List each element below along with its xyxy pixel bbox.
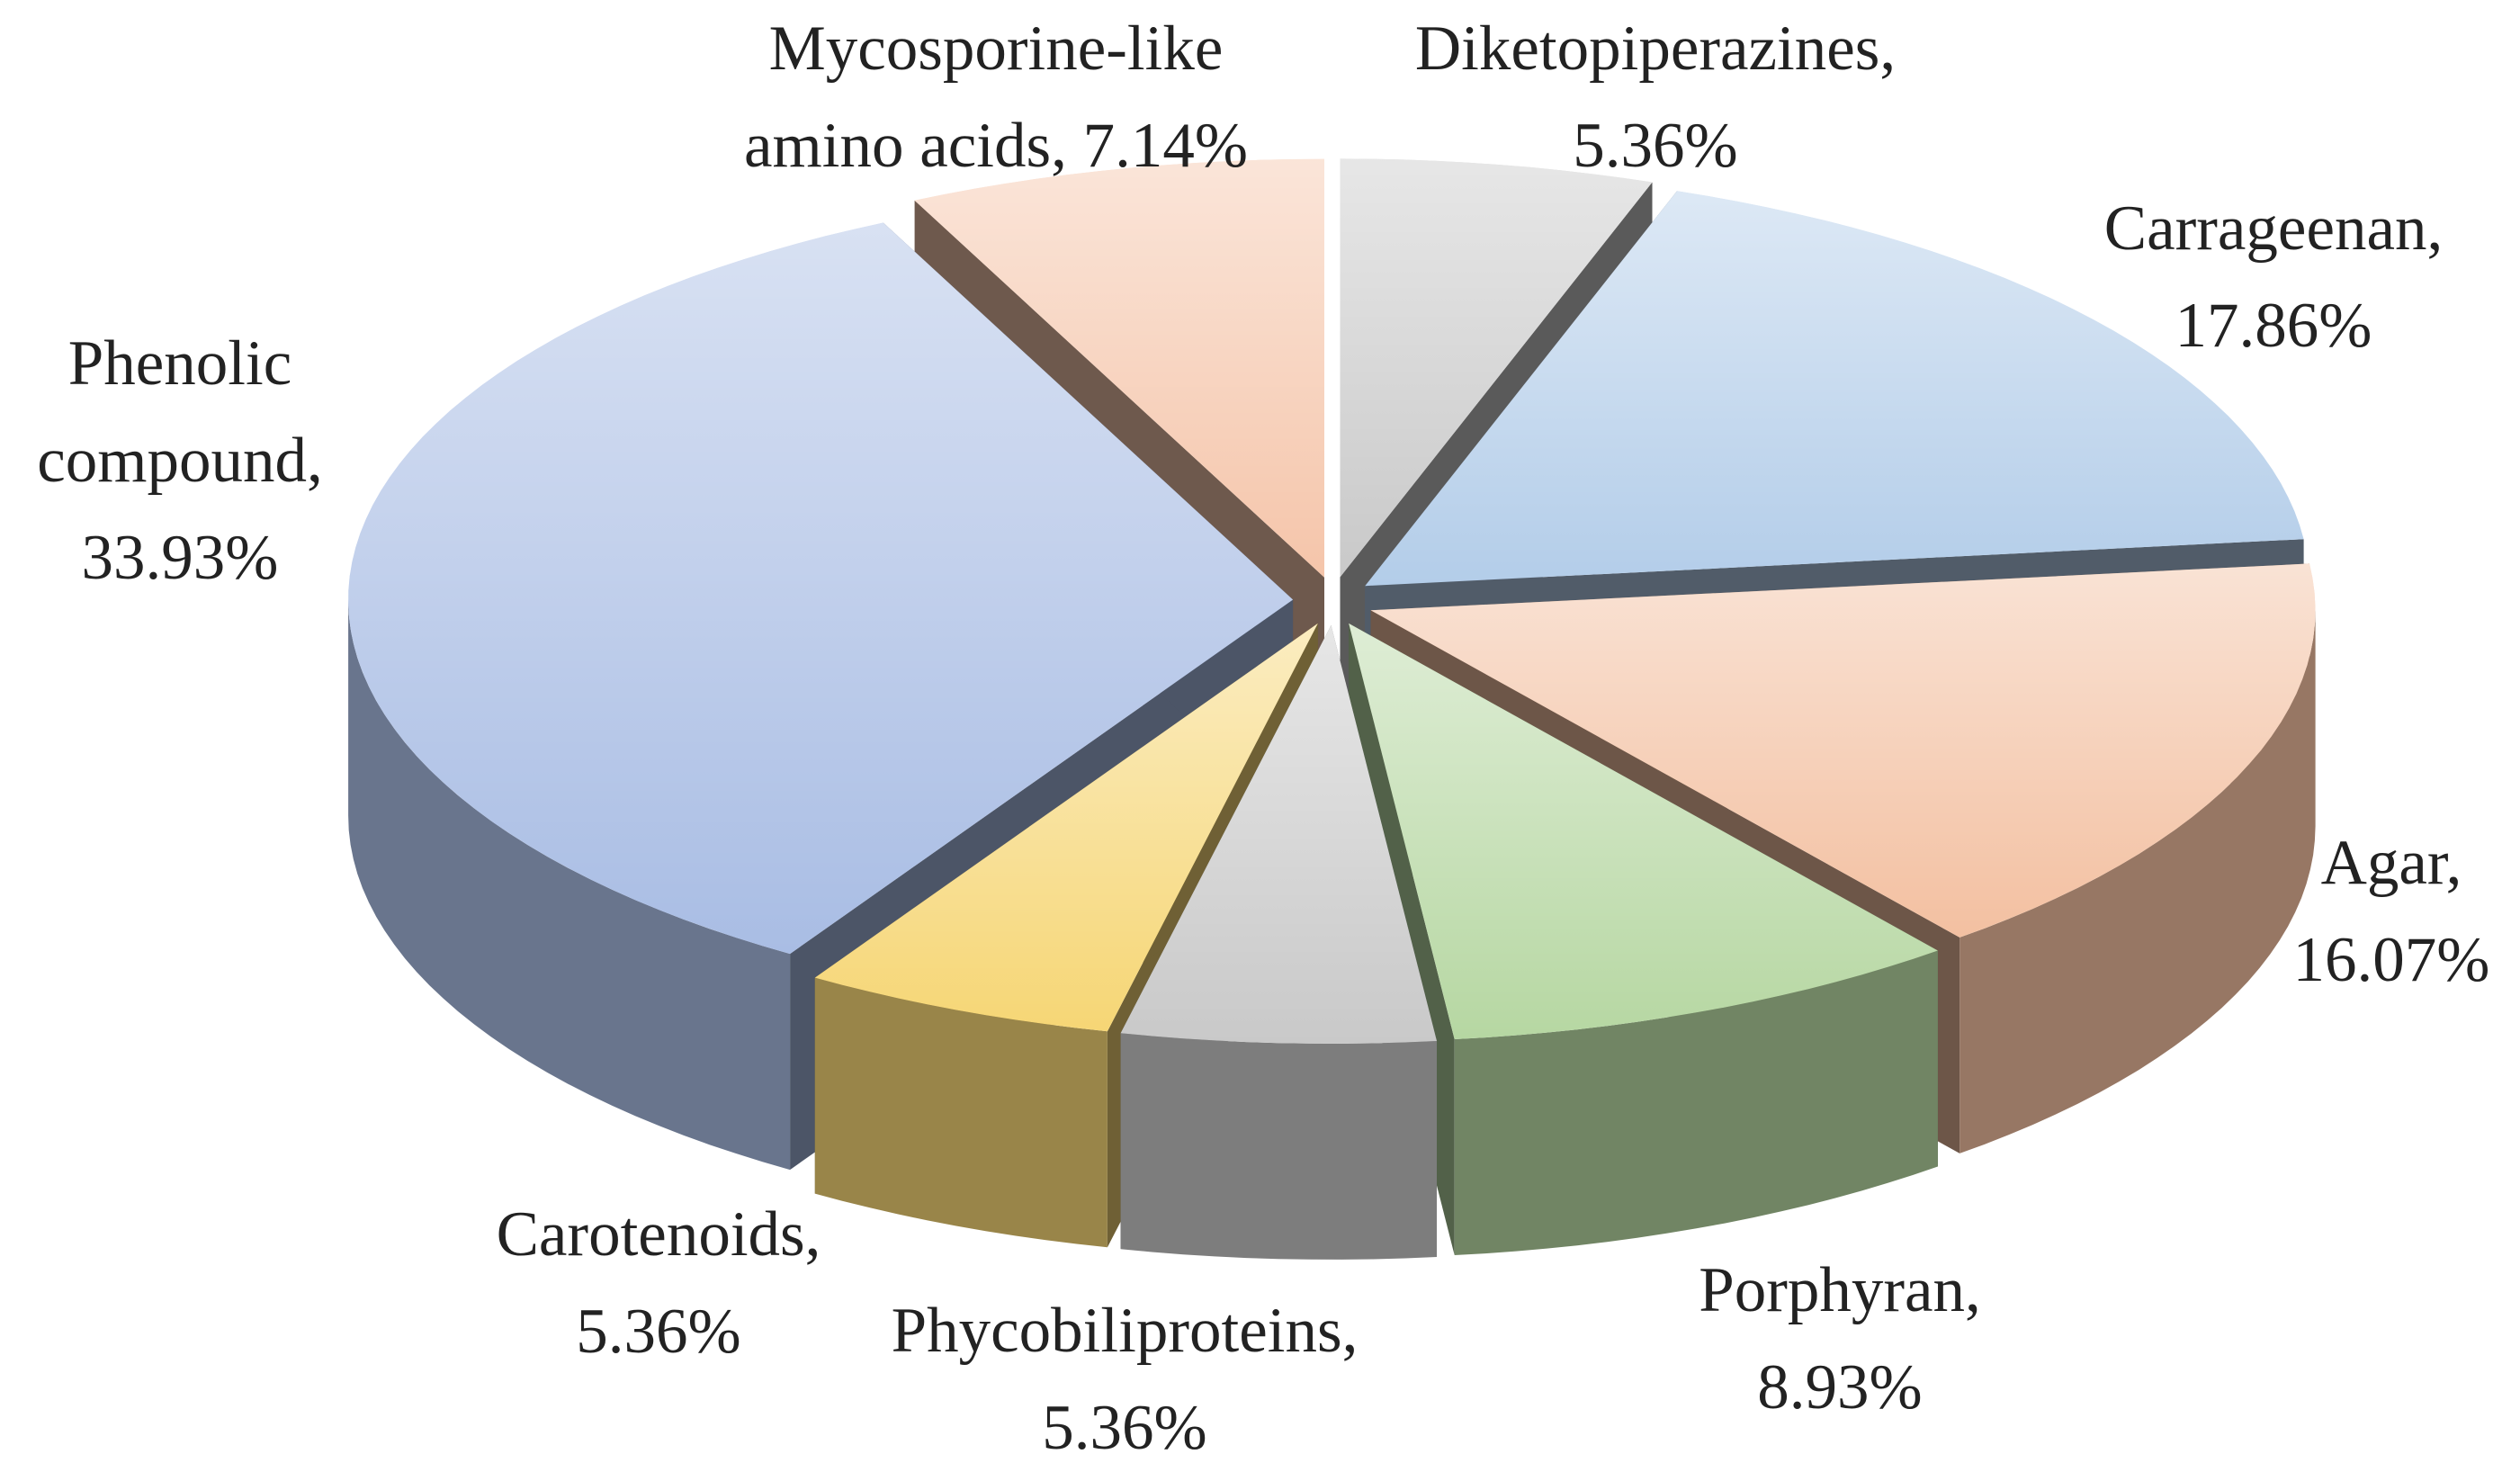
slice-side: [1454, 950, 1938, 1255]
slice-label: Diketopiperazines, 5.36%: [1363, 0, 1948, 194]
category-label: Phycobiliproteins,: [891, 1296, 1359, 1366]
slice-label: Mycosporine-like amino acids, 7.14%: [690, 0, 1302, 194]
slice-highlight: [1370, 563, 2316, 938]
category-label: Carrageenan,: [2103, 193, 2444, 264]
category-label: Phenolic compound,: [37, 328, 323, 496]
value-label: 5.36%: [1042, 1393, 1207, 1463]
slice-highlight: [1349, 623, 1938, 1039]
slice-label: Carotenoids, 5.36%: [456, 1186, 861, 1380]
slice-side: [814, 977, 1108, 1248]
slice-label: Porphyran, 8.93%: [1651, 1242, 2029, 1436]
value-label: 8.93%: [1757, 1352, 1923, 1423]
slice-highlight: [1120, 625, 1437, 1044]
value-label: 5.36%: [576, 1297, 741, 1367]
slice-highlight: [1365, 191, 2304, 587]
category-label: Diketopiperazines,: [1414, 13, 1897, 84]
slice-side: [1960, 610, 2316, 1153]
category-label: Carotenoids,: [496, 1199, 821, 1270]
slice-label: Carrageenan, 17.86%: [2058, 180, 2489, 374]
value-label: 33.93%: [81, 523, 279, 593]
slice-highlight: [1340, 158, 1653, 578]
slice-highlight: [914, 158, 1324, 578]
category-label: Mycosporine-like amino acids,: [743, 13, 1224, 181]
slice-side: [348, 599, 791, 1171]
category-label: Porphyran,: [1699, 1255, 1981, 1325]
value-label: 7.14%: [1082, 111, 1248, 181]
category-label: Agar,: [2320, 828, 2462, 898]
slice-label: Agar, 16.07%: [2265, 814, 2517, 1009]
value-label: 5.36%: [1573, 111, 1738, 181]
slice-label: Phycobiliproteins, 5.36%: [832, 1282, 1417, 1472]
slice-side: [1120, 1033, 1437, 1260]
slice-label: Phenolic compound, 33.93%: [9, 315, 351, 606]
slice-highlight: [348, 222, 1294, 955]
slice-highlight: [814, 623, 1318, 1032]
value-label: 16.07%: [2292, 925, 2490, 995]
value-label: 17.86%: [2175, 291, 2372, 361]
